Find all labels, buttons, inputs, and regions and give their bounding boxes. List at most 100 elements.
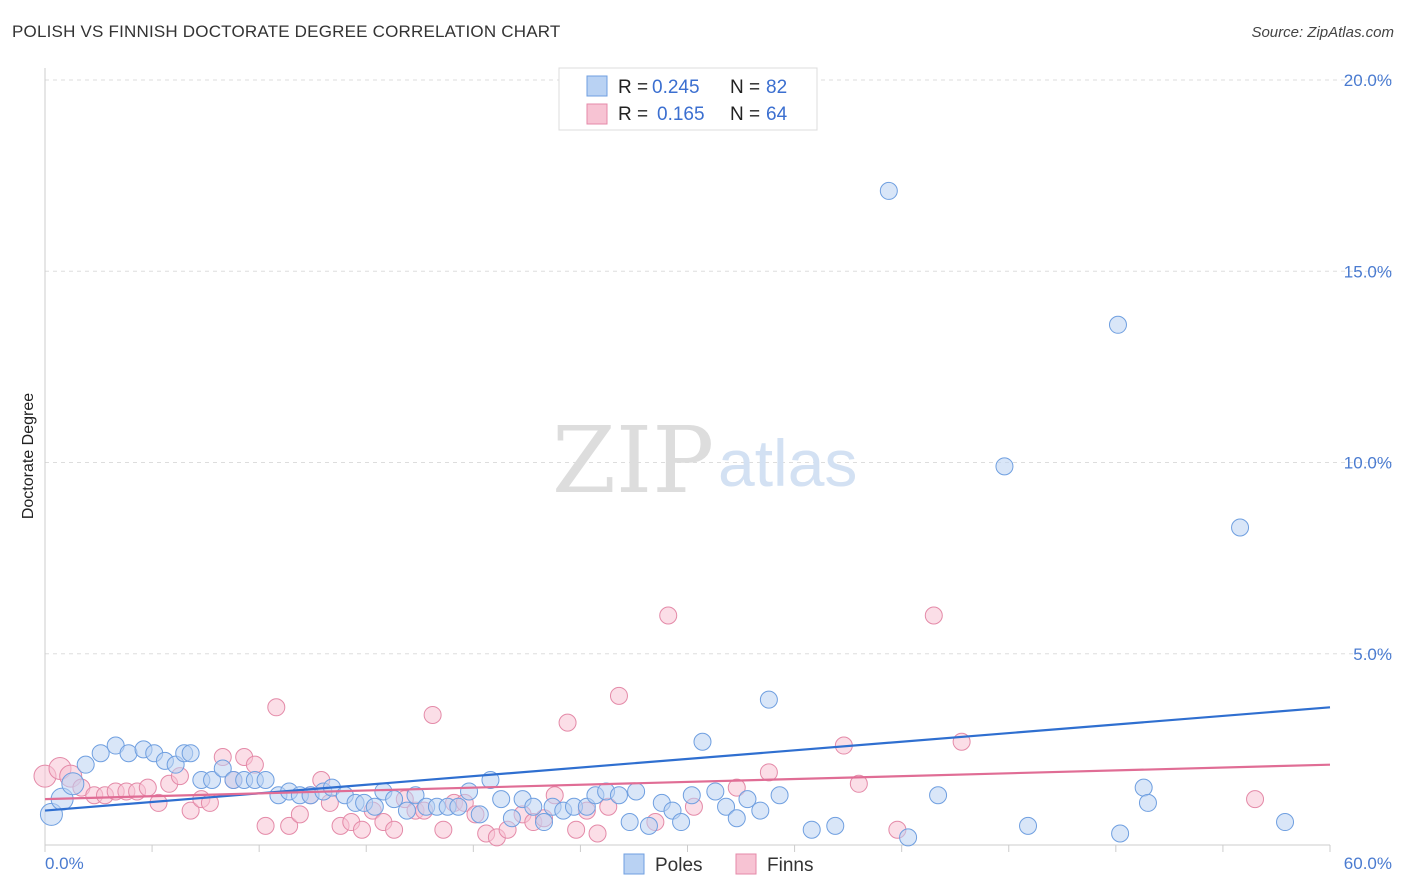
poles-point — [609, 786, 628, 805]
poles-point — [181, 744, 200, 763]
legend-finns-r: 0.165 — [657, 104, 705, 125]
grid-lines — [45, 79, 1392, 655]
poles-point — [524, 797, 543, 816]
poles-point — [929, 786, 948, 805]
poles-point — [61, 772, 85, 796]
bottom-legend-finns-label: Finns — [767, 855, 813, 876]
bottom-legend: Poles Finns — [623, 853, 813, 876]
poles-point — [1111, 824, 1130, 843]
finns-point — [727, 778, 746, 797]
finns-point — [558, 713, 577, 732]
poles-point — [365, 797, 384, 816]
poles-point — [639, 816, 658, 835]
x-tick-label: 60.0% — [1344, 854, 1392, 873]
poles-point — [770, 786, 789, 805]
poles-point — [682, 786, 701, 805]
legend-poles-n-label: N = — [730, 77, 760, 98]
poles-point — [706, 782, 725, 801]
poles-point — [406, 786, 425, 805]
poles-point — [620, 813, 639, 832]
poles-point — [91, 744, 110, 763]
poles-point — [119, 744, 138, 763]
legend-poles-n: 82 — [766, 77, 787, 98]
legend-finns-n: 64 — [766, 104, 788, 125]
poles-point — [460, 782, 479, 801]
poles-point — [1019, 816, 1038, 835]
poles-point — [717, 797, 736, 816]
poles-point — [1134, 778, 1153, 797]
legend-poles-r-label: R = — [618, 77, 648, 98]
finns-point — [352, 820, 371, 839]
finns-point — [924, 606, 943, 625]
finns-point — [588, 824, 607, 843]
legend-poles-swatch — [586, 75, 608, 97]
legend-poles-r: 0.245 — [652, 77, 700, 98]
poles-point — [535, 813, 554, 832]
poles-point — [1231, 518, 1250, 537]
poles-point — [759, 690, 778, 709]
finns-point — [659, 606, 678, 625]
poles-point — [502, 809, 521, 828]
poles-point — [995, 457, 1014, 476]
legend-finns-n-label: N = — [730, 104, 760, 125]
poles-point — [802, 820, 821, 839]
x-tick-label: 0.0% — [45, 854, 84, 873]
poles-point — [693, 732, 712, 751]
top-legend: R = 0.245 N = 82 R = 0.165 N = 64 — [558, 67, 818, 131]
poles-point — [1108, 315, 1127, 334]
finns-point — [434, 820, 453, 839]
finns-point — [245, 755, 264, 774]
y-tick-label: 15.0% — [1344, 262, 1392, 281]
y-tick-label: 10.0% — [1344, 454, 1392, 473]
bottom-legend-poles-label: Poles — [655, 855, 703, 876]
finns-point — [181, 801, 200, 820]
poles-point — [76, 755, 95, 774]
trend-lines — [44, 706, 1331, 812]
poles-point — [449, 797, 468, 816]
poles-point — [397, 801, 416, 820]
finns-point — [423, 705, 442, 724]
x-tick-labels: 0.0% 60.0% — [45, 854, 1392, 873]
axes — [44, 68, 1331, 852]
poles-point — [203, 770, 222, 789]
y-tick-labels: 5.0% 10.0% 15.0% 20.0% — [1344, 71, 1392, 664]
finns-point — [290, 805, 309, 824]
y-tick-label: 5.0% — [1353, 645, 1392, 664]
poles-point — [470, 805, 489, 824]
finns-point — [609, 686, 628, 705]
finns-point — [759, 763, 778, 782]
finns-point — [267, 698, 286, 717]
source-label: Source: ZipAtlas.com — [1251, 24, 1394, 41]
bottom-legend-poles-swatch — [623, 853, 645, 875]
poles-point — [751, 801, 770, 820]
poles-point — [213, 759, 232, 778]
finns-point — [256, 816, 275, 835]
bottom-legend-finns-swatch — [735, 853, 757, 875]
poles-point — [727, 809, 746, 828]
poles-point — [492, 790, 511, 809]
y-axis-label: Doctorate Degree — [20, 393, 37, 519]
finns-point — [280, 816, 299, 835]
watermark-atlas: atlas — [718, 426, 857, 500]
finns-point — [385, 820, 404, 839]
poles-point — [738, 790, 757, 809]
poles-point — [1276, 813, 1295, 832]
finns-trend-line — [44, 763, 1331, 801]
poles-point — [672, 813, 691, 832]
poles-point — [899, 828, 918, 847]
finns-point — [138, 778, 157, 797]
poles-point — [879, 181, 898, 200]
poles-point — [1138, 793, 1157, 812]
legend-finns-swatch — [586, 103, 608, 125]
watermark: ZIP atlas — [552, 407, 857, 514]
y-tick-label: 20.0% — [1344, 71, 1392, 90]
poles-point — [627, 782, 646, 801]
chart-title: POLISH VS FINNISH DOCTORATE DEGREE CORRE… — [12, 22, 561, 41]
poles-points — [39, 181, 1295, 847]
finns-point — [567, 820, 586, 839]
poles-point — [256, 770, 275, 789]
finns-point — [849, 774, 868, 793]
watermark-zip: ZIP — [552, 407, 714, 514]
poles-point — [826, 816, 845, 835]
